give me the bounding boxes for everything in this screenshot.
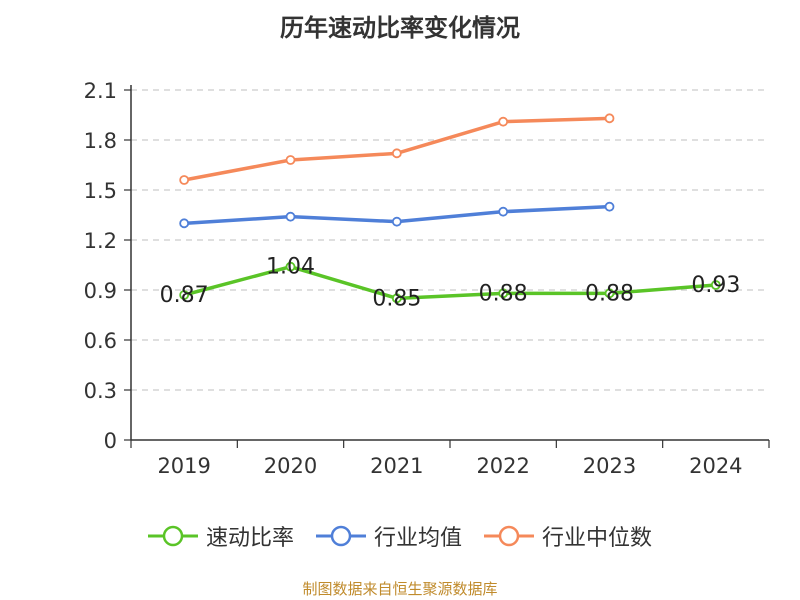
series-lines xyxy=(179,113,721,304)
data-point[interactable] xyxy=(285,155,296,165)
gridlines xyxy=(131,89,769,391)
series-line xyxy=(182,264,718,301)
data-point[interactable] xyxy=(604,288,615,299)
data-labels: 0.87 1.04 0.85 0.88 0.88 0.93 xyxy=(160,255,741,312)
legend-line-marker-icon xyxy=(484,525,534,547)
y-tick-label: 0.3 xyxy=(84,379,117,403)
legend-line-marker-icon xyxy=(147,525,198,547)
legend-label: 速动比率 xyxy=(205,526,294,551)
data-point[interactable] xyxy=(710,280,721,290)
data-point[interactable] xyxy=(179,175,190,185)
y-tick-label: 1.2 xyxy=(84,229,117,253)
y-tick-label: 2.1 xyxy=(84,79,117,103)
chart-title: 历年速动比率变化情况 xyxy=(280,14,520,42)
data-label: 1.04 xyxy=(266,255,315,280)
data-point[interactable] xyxy=(285,211,296,222)
y-tick-label: 0 xyxy=(104,429,117,453)
x-tick-label: 2022 xyxy=(476,454,529,478)
y-tick-label: 1.5 xyxy=(84,179,117,203)
data-point[interactable] xyxy=(285,261,296,272)
data-point[interactable] xyxy=(179,290,190,300)
data-label: 0.93 xyxy=(691,273,740,298)
data-point[interactable] xyxy=(498,206,509,217)
data-label: 0.88 xyxy=(585,281,634,306)
y-tick-label: 0.9 xyxy=(84,279,117,303)
data-point[interactable] xyxy=(179,218,190,229)
y-tick-label: 0.6 xyxy=(84,329,117,353)
legend-label: 行业中位数 xyxy=(542,526,653,551)
data-point[interactable] xyxy=(604,113,615,124)
legend-item-series-2[interactable]: 行业均值 xyxy=(315,520,462,552)
x-tick-label: 2023 xyxy=(583,454,636,478)
data-label: 0.87 xyxy=(160,283,209,308)
data-point[interactable] xyxy=(391,216,402,227)
legend-item-series-1[interactable]: 速动比率 xyxy=(147,520,294,552)
legend-item-series-3[interactable]: 行业中位数 xyxy=(484,520,652,552)
y-tick-label: 1.8 xyxy=(84,129,117,153)
x-tick-label: 2021 xyxy=(370,454,423,478)
x-tick-label: 2020 xyxy=(264,454,317,478)
legend: 速动比率 行业均值 行业中位数 xyxy=(0,520,800,552)
data-label: 0.85 xyxy=(372,286,421,311)
data-point[interactable] xyxy=(391,293,402,304)
x-tick-label: 2024 xyxy=(689,454,742,478)
source-note: 制图数据来自恒生聚源数据库 xyxy=(302,580,498,598)
data-label: 0.88 xyxy=(479,281,528,306)
legend-line-marker-icon xyxy=(315,525,366,547)
data-point[interactable] xyxy=(498,288,509,299)
data-point[interactable] xyxy=(391,148,402,159)
x-tick-label: 2019 xyxy=(157,454,210,478)
data-point[interactable] xyxy=(498,116,509,127)
axes: 0 0.3 0.6 0.9 1.2 1.5 1.8 2.1 2019 2020 2021 2022 20… xyxy=(84,79,770,478)
data-point[interactable] xyxy=(604,201,615,212)
legend-label: 行业均值 xyxy=(373,526,462,551)
